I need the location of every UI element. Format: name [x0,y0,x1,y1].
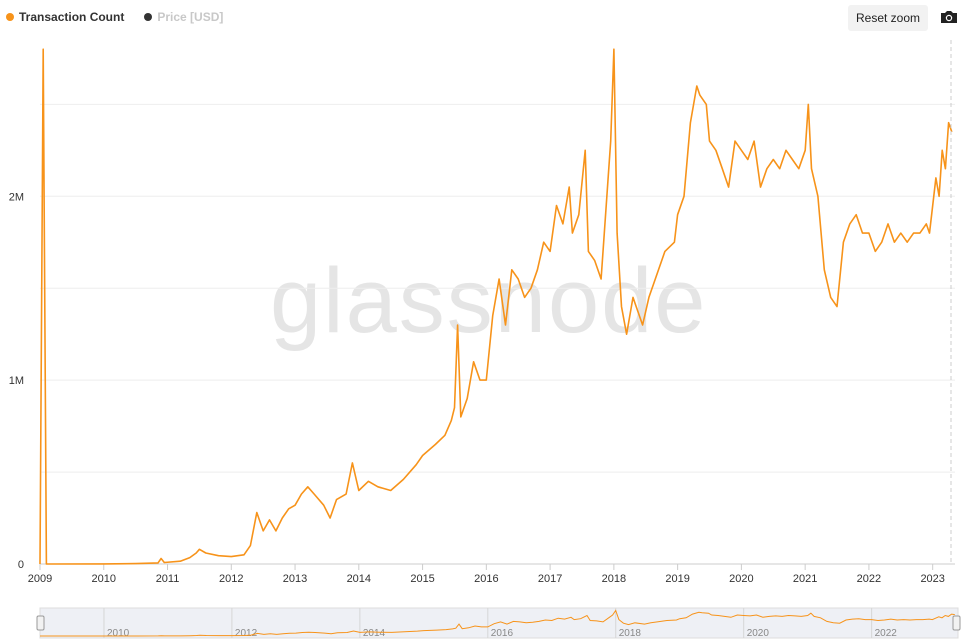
navigator-label: 2020 [747,628,770,639]
y-axis: 0 1M 2M [9,191,24,571]
legend-dot-dark-icon [144,13,153,21]
x-tick-label: 2022 [857,573,881,585]
navigator-label: 2014 [363,628,386,639]
navigator-handle-left[interactable] [36,615,45,631]
x-tick-label: 2021 [793,573,817,585]
camera-icon[interactable] [938,6,960,28]
legend-label-transaction-count: Transaction Count [19,10,125,24]
x-tick-label: 2011 [156,573,180,585]
navigator-label: 2016 [491,628,514,639]
legend-item-price[interactable]: Price [USD] [144,10,223,24]
y-tick-label: 2M [9,191,24,203]
navigator-label: 2012 [235,628,258,639]
legend-label-price: Price [USD] [157,10,224,24]
navigator-series-line [40,609,955,637]
x-tick-label: 2020 [729,573,753,585]
x-tick-label: 2012 [219,573,243,585]
y-tick-label: 0 [18,559,24,571]
navigator-label: 2022 [875,628,898,639]
reset-zoom-button[interactable]: Reset zoom [848,5,928,31]
navigator-label: 2018 [619,628,642,639]
navigator-background[interactable] [39,607,959,639]
series-line-transaction-count [39,48,953,565]
watermark: glassnode [270,250,707,352]
legend-item-transaction-count[interactable]: Transaction Count [6,10,124,24]
x-tick-label: 2017 [538,573,562,585]
x-tick-label: 2009 [28,573,52,585]
legend: Transaction Count Price [USD] [6,10,223,24]
y-tick-label: 1M [9,375,24,387]
x-tick-label: 2018 [602,573,626,585]
x-tick-label: 2019 [665,573,689,585]
x-tick-label: 2013 [283,573,307,585]
x-tick-label: 2014 [347,573,371,585]
x-axis: 2009 2010 2011 2012 2013 2014 2015 2016 2017 2018… [28,564,945,585]
navigator[interactable]: 2010 2012 2014 2016 2018 2020 2022 [36,607,961,639]
legend-dot-orange-icon [6,13,14,21]
navigator-handle-right[interactable] [952,615,961,631]
x-tick-label: 2023 [920,573,944,585]
x-tick-label: 2015 [410,573,434,585]
x-tick-label: 2010 [92,573,116,585]
navigator-label: 2010 [107,628,130,639]
x-tick-label: 2016 [474,573,498,585]
